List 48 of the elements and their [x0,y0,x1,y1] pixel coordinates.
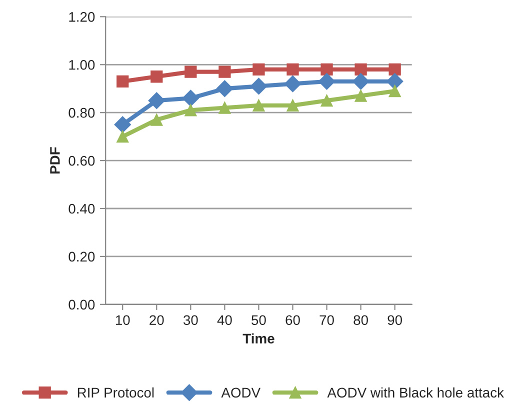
legend-label: AODV [221,388,260,398]
point [318,73,336,90]
point [284,75,302,92]
point [184,66,197,78]
point [286,99,299,112]
x-tick-label: 60 [286,315,300,326]
y-tick-label: 0.20 [68,252,95,262]
y-axis-title: PDF [50,147,60,174]
y-tick-label: 1.00 [69,60,95,70]
y-tick-label: 0.80 [68,108,95,118]
point [216,80,234,97]
x-tick-label: 70 [320,315,334,326]
point [320,63,333,76]
point [286,63,299,76]
point [182,90,200,107]
point [320,94,333,107]
point [386,73,404,90]
point [218,102,231,114]
y-tick-label: 0.00 [68,300,95,310]
point [184,104,197,116]
point [114,116,131,133]
point [252,63,265,76]
x-tick-label: 90 [388,315,402,326]
point [116,130,129,143]
x-tick-label: 40 [217,315,232,326]
point [354,90,367,102]
point [150,70,163,83]
x-axis-title: Time [242,333,274,344]
y-tick-label: 0.40 [68,204,95,214]
x-tick-label: 50 [252,315,266,326]
point [218,66,231,78]
point [252,99,265,112]
point [250,78,268,95]
point [352,73,370,90]
y-tick-label: 0.60 [68,156,95,166]
point [150,114,163,126]
legend-label: AODV with Black hole attack [327,387,504,398]
x-tick-label: 80 [354,315,368,326]
point [354,63,367,76]
point [148,92,166,109]
legend-label: RIP Protocol [78,387,154,398]
point [116,75,129,88]
y-tick-label: 1.20 [69,12,95,22]
point [388,84,401,98]
x-tick-label: 30 [183,315,198,326]
point [388,63,401,76]
x-tick-label: 10 [116,315,130,326]
x-tick-label: 20 [150,315,164,326]
